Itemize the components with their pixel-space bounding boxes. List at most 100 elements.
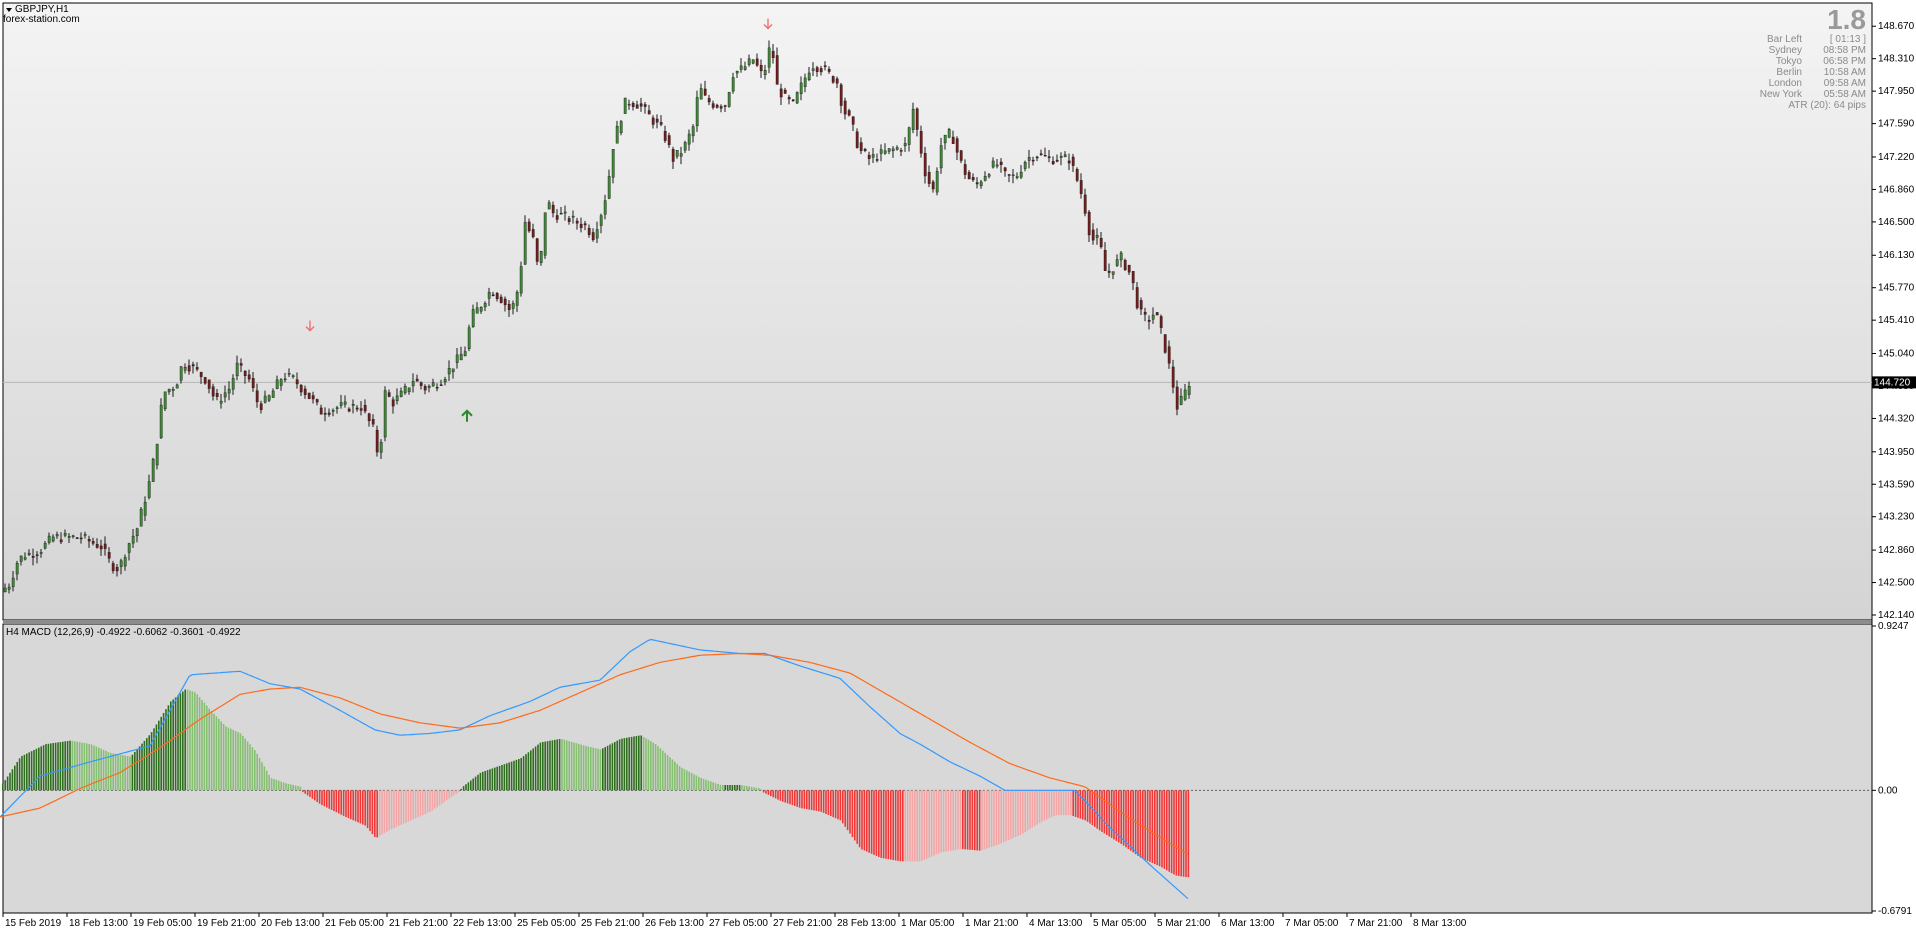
- candle: [7, 586, 11, 590]
- candle: [311, 395, 315, 400]
- candle: [911, 108, 915, 130]
- candle: [651, 117, 655, 125]
- info-row-label: Tokyo: [1776, 56, 1803, 67]
- histogram-bar: [1091, 790, 1094, 826]
- histogram-bar: [772, 790, 774, 798]
- histogram-bar: [796, 790, 798, 807]
- histogram-bar: [172, 699, 174, 791]
- histogram-bar: [146, 738, 148, 791]
- histogram-bar: [381, 790, 383, 835]
- histogram-bar: [789, 790, 791, 805]
- histogram-bar: [976, 790, 978, 851]
- histogram-bar: [746, 786, 748, 791]
- candle: [1031, 159, 1035, 162]
- candle: [819, 68, 823, 73]
- histogram-bar: [942, 790, 945, 853]
- histogram-bar: [635, 736, 638, 791]
- pane-splitter[interactable]: [3, 620, 1872, 624]
- histogram-bar: [774, 790, 777, 799]
- histogram-bar: [690, 772, 693, 791]
- histogram-bar: [441, 790, 443, 804]
- candle: [503, 298, 507, 306]
- histogram-bar: [825, 790, 827, 814]
- candle: [99, 545, 103, 550]
- histogram-bar: [513, 760, 515, 791]
- histogram-bar: [935, 790, 938, 855]
- histogram-bar: [1017, 790, 1019, 836]
- candle: [787, 96, 791, 100]
- candle: [1115, 259, 1119, 266]
- histogram-bar: [364, 790, 366, 826]
- histogram-bar: [1086, 790, 1089, 822]
- histogram-bar: [1103, 790, 1106, 834]
- price-tick-label: 142.500: [1878, 578, 1915, 589]
- histogram-bar: [875, 790, 878, 856]
- time-tick-label: 25 Feb 21:00: [581, 918, 640, 929]
- histogram-bar: [1149, 790, 1151, 862]
- candle: [1119, 252, 1123, 261]
- candle: [707, 98, 711, 103]
- histogram-bar: [198, 697, 201, 791]
- dropdown-triangle-icon[interactable]: [6, 8, 12, 12]
- candle: [639, 103, 643, 107]
- histogram-bar: [585, 745, 587, 791]
- candle: [979, 181, 983, 187]
- histogram-bar: [794, 790, 796, 806]
- histogram-bar: [1158, 790, 1161, 867]
- price-tick-label: 143.950: [1878, 447, 1915, 458]
- candle: [111, 563, 115, 571]
- histogram-bar: [112, 753, 114, 791]
- candle: [443, 379, 447, 383]
- candle: [147, 481, 151, 498]
- histogram-bar: [642, 736, 645, 791]
- histogram-bar: [899, 790, 902, 862]
- candle: [123, 557, 127, 567]
- candle: [247, 374, 251, 380]
- candle: [411, 381, 415, 387]
- histogram-bar: [153, 728, 155, 791]
- candle: [459, 353, 463, 361]
- candle: [839, 84, 843, 106]
- histogram-bar: [765, 790, 767, 794]
- histogram-bar: [863, 790, 866, 851]
- candle: [391, 399, 395, 407]
- candle: [723, 105, 727, 107]
- histogram-bar: [609, 744, 611, 791]
- histogram-bar: [232, 729, 234, 791]
- histogram-bar: [477, 774, 479, 791]
- time-tick-label: 28 Feb 13:00: [837, 918, 896, 929]
- histogram-bar: [489, 769, 491, 791]
- buy-arrow-icon: [461, 409, 473, 422]
- histogram-bar: [496, 766, 498, 791]
- histogram-bar: [702, 778, 705, 791]
- candle: [359, 408, 363, 411]
- histogram-bar: [81, 742, 83, 791]
- histogram-bar: [695, 775, 698, 791]
- histogram-bar: [1127, 790, 1130, 850]
- histogram-bar: [880, 790, 882, 858]
- price-tick-label: 145.410: [1878, 315, 1915, 326]
- candle: [583, 223, 587, 226]
- histogram-bar: [285, 783, 287, 791]
- histogram-bar: [479, 772, 482, 791]
- histogram-bar: [316, 790, 318, 803]
- histogram-bar: [698, 776, 700, 791]
- histogram-bar: [357, 790, 359, 823]
- histogram-bar: [138, 746, 141, 791]
- histogram-bar: [26, 753, 28, 791]
- candle: [899, 150, 903, 152]
- histogram-bar: [599, 749, 602, 791]
- histogram-bar: [362, 790, 364, 825]
- time-tick-label: 6 Mar 13:00: [1221, 918, 1275, 929]
- candle: [659, 122, 663, 125]
- macd-lines: [0, 638, 1189, 900]
- candle: [963, 164, 967, 175]
- candle: [475, 307, 479, 314]
- candle: [887, 148, 891, 152]
- candle: [319, 407, 323, 415]
- time-tick-label: 5 Mar 05:00: [1093, 918, 1147, 929]
- histogram-bar: [470, 780, 472, 791]
- candle: [339, 402, 343, 406]
- candle: [387, 392, 391, 397]
